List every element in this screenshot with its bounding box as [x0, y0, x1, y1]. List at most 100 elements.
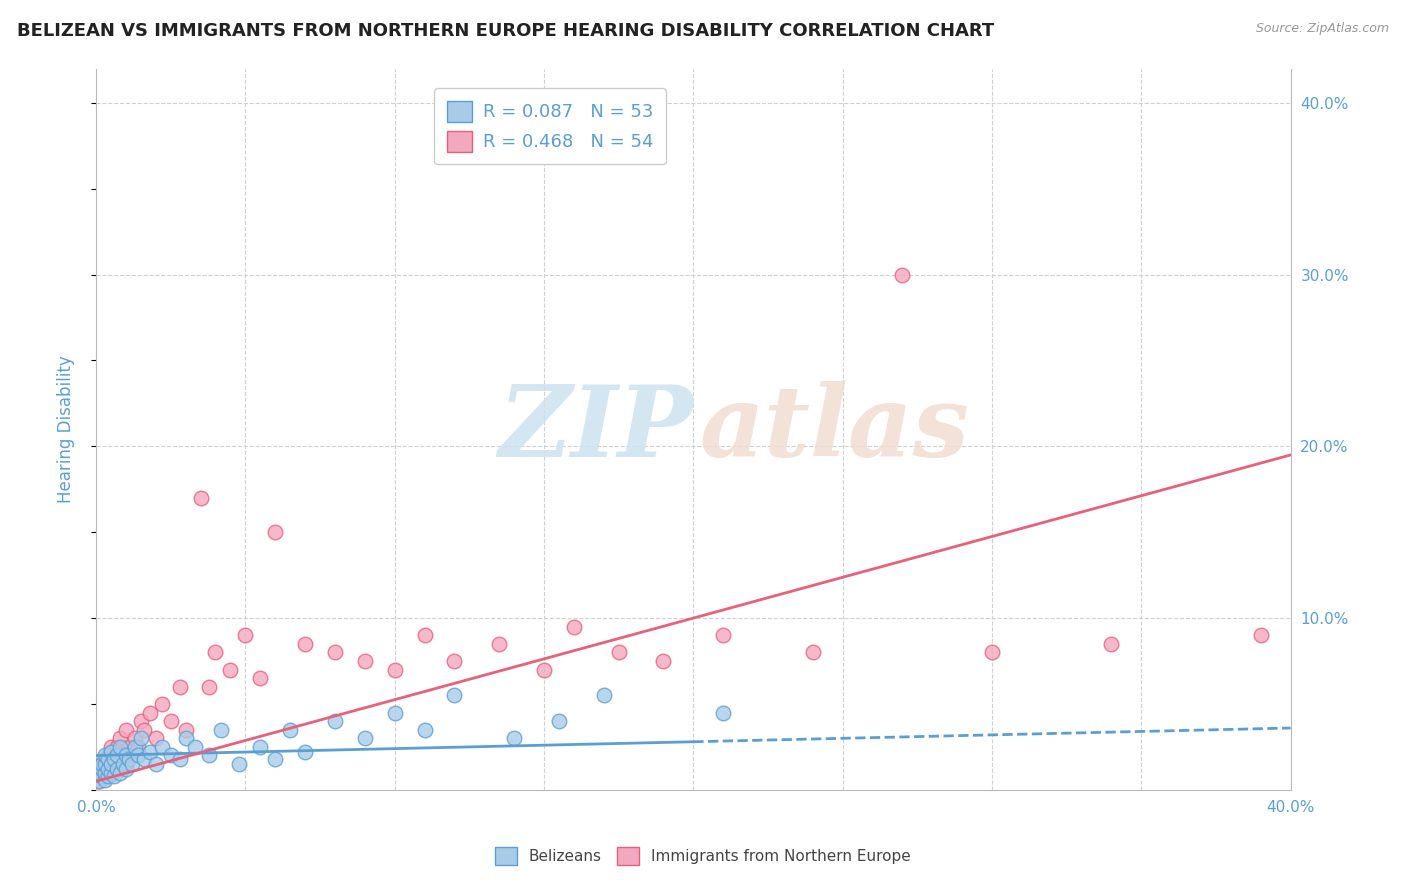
Point	[150, 697, 173, 711]
Point	[503, 731, 526, 746]
Point	[100, 757, 122, 772]
Point	[488, 637, 510, 651]
Point	[891, 268, 914, 282]
Point	[94, 765, 117, 780]
Point	[94, 765, 117, 780]
Point	[219, 663, 242, 677]
Point	[652, 654, 675, 668]
Point	[87, 765, 110, 780]
Point	[91, 762, 114, 776]
Point	[384, 706, 406, 720]
Point	[103, 769, 125, 783]
Point	[139, 745, 162, 759]
Point	[118, 739, 141, 754]
Point	[91, 757, 114, 772]
Point	[108, 762, 131, 776]
Point	[169, 680, 191, 694]
Point	[278, 723, 301, 737]
Point	[384, 663, 406, 677]
Point	[174, 731, 197, 746]
Point	[353, 654, 375, 668]
Point	[108, 731, 131, 746]
Point	[105, 757, 128, 772]
Point	[159, 714, 181, 728]
Point	[443, 654, 465, 668]
Point	[548, 714, 571, 728]
Point	[97, 769, 120, 783]
Point	[111, 748, 134, 763]
Point	[103, 752, 125, 766]
Point	[198, 680, 221, 694]
Point	[209, 723, 232, 737]
Point	[111, 757, 134, 772]
Point	[97, 752, 120, 766]
Point	[129, 731, 152, 746]
Point	[711, 628, 734, 642]
Point	[108, 739, 131, 754]
Point	[100, 765, 122, 780]
Point	[443, 689, 465, 703]
Point	[124, 739, 146, 754]
Point	[190, 491, 212, 505]
Point	[115, 757, 138, 772]
Point	[150, 739, 173, 754]
Point	[115, 762, 138, 776]
Point	[91, 769, 114, 783]
Point	[233, 628, 256, 642]
Point	[264, 752, 287, 766]
Y-axis label: Hearing Disability: Hearing Disability	[58, 355, 75, 503]
Point	[105, 739, 128, 754]
Point	[264, 525, 287, 540]
Point	[100, 745, 122, 759]
Point	[413, 723, 436, 737]
Point	[100, 762, 122, 776]
Point	[132, 752, 155, 766]
Point	[228, 757, 250, 772]
Point	[94, 772, 117, 787]
Point	[108, 765, 131, 780]
Point	[139, 706, 162, 720]
Point	[174, 723, 197, 737]
Point	[91, 769, 114, 783]
Legend: Belizeans, Immigrants from Northern Europe: Belizeans, Immigrants from Northern Euro…	[489, 841, 917, 871]
Point	[249, 739, 271, 754]
Point	[97, 762, 120, 776]
Point	[103, 752, 125, 766]
Point	[607, 645, 630, 659]
Point	[1250, 628, 1272, 642]
Point	[94, 752, 117, 766]
Point	[100, 739, 122, 754]
Point	[145, 731, 167, 746]
Point	[183, 739, 205, 754]
Point	[115, 723, 138, 737]
Point	[145, 757, 167, 772]
Point	[533, 663, 555, 677]
Point	[981, 645, 1004, 659]
Point	[711, 706, 734, 720]
Point	[127, 748, 149, 763]
Point	[115, 748, 138, 763]
Point	[353, 731, 375, 746]
Point	[94, 757, 117, 772]
Legend: R = 0.087   N = 53, R = 0.468   N = 54: R = 0.087 N = 53, R = 0.468 N = 54	[434, 88, 666, 164]
Point	[105, 748, 128, 763]
Point	[249, 671, 271, 685]
Point	[103, 765, 125, 780]
Point	[91, 757, 114, 772]
Point	[97, 769, 120, 783]
Text: atlas: atlas	[699, 381, 969, 477]
Point	[413, 628, 436, 642]
Point	[132, 723, 155, 737]
Point	[198, 748, 221, 763]
Point	[127, 739, 149, 754]
Point	[294, 745, 316, 759]
Point	[121, 748, 143, 763]
Point	[97, 748, 120, 763]
Point	[87, 774, 110, 789]
Point	[105, 762, 128, 776]
Point	[562, 620, 585, 634]
Point	[294, 637, 316, 651]
Point	[323, 714, 346, 728]
Point	[87, 774, 110, 789]
Point	[801, 645, 824, 659]
